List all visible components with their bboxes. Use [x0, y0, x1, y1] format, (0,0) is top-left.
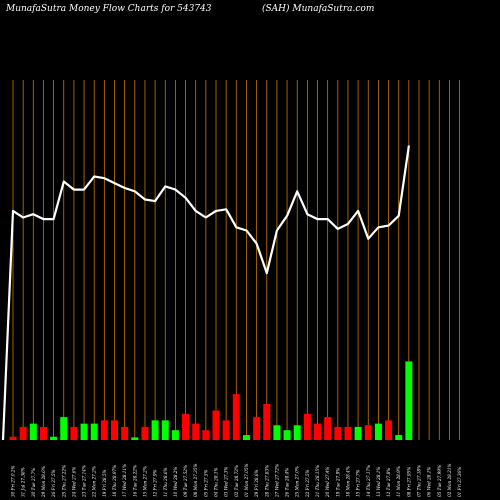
x-tick-label: 28 Thu 27.83%: [264, 465, 269, 498]
flow-bar: [9, 436, 17, 440]
x-tick-label: 18 Thu 28.97%: [112, 465, 117, 497]
flow-bar: [212, 410, 220, 440]
flow-bar: [202, 430, 210, 440]
x-tick-label: 17 Wed 28.11%: [122, 464, 127, 497]
x-tick-label: 29 Fri 28.6%: [254, 469, 259, 498]
x-tick-label: 16 Tue 28.22%: [132, 465, 137, 497]
chart-subtitle: (SAH) MunafaSutra.com: [262, 3, 374, 14]
x-tick-label: 05 Tue 27.99%: [437, 465, 442, 497]
flow-bar: [131, 437, 139, 440]
x-tick-label: 08 Fri 27.95%: [406, 467, 411, 497]
x-tick-label: 08 Mon 27.35%: [193, 464, 198, 497]
x-tick-label: 03 Wed 27.3%: [224, 467, 229, 497]
flow-bar: [263, 404, 271, 440]
flow-bar: [50, 436, 58, 440]
flow-bar: [29, 423, 37, 440]
x-tick-label: 01 Fri 27.36%: [457, 467, 462, 497]
money-flow-bars: [9, 361, 413, 440]
x-tick-label: 19 Fri 28.5%: [102, 469, 107, 497]
x-tick-label: 25 Thu 27.22%: [61, 465, 66, 498]
flow-bar: [100, 420, 108, 440]
x-tick-label: 12 Fri 27.9%: [153, 469, 158, 497]
x-tick-label: 12 Tue 27.8%: [386, 468, 391, 497]
x-tick-label: 19 Tue 27.9%: [335, 468, 340, 497]
flow-bar: [314, 423, 321, 440]
x-tick-labels: 30 Fri 27.0.2% 31 Jul 27.38% 30 Tue 27.7% 2…: [11, 464, 463, 498]
flow-bar: [90, 423, 98, 440]
x-tick-label: 23 Tue 27.14%: [82, 465, 87, 498]
x-tick-label: 29 Mon 28.6%: [41, 466, 46, 498]
x-tick-label: 15 Mon 27.2%: [142, 466, 147, 497]
x-tick-label: 26 Fri 27.5%: [51, 469, 56, 498]
flow-bar: [141, 426, 149, 440]
x-tick-label: 27 Wed 27.72%: [274, 464, 279, 498]
flow-bar: [364, 425, 372, 440]
flow-bar: [283, 430, 291, 440]
flow-bar: [80, 423, 88, 440]
flow-bar: [354, 426, 362, 440]
flow-bar: [19, 426, 27, 440]
x-tick-label: 01 Mon 27.05%: [244, 464, 249, 497]
flow-bar: [405, 361, 413, 440]
x-tick-label: 25 Mon 27.0%: [295, 466, 300, 498]
flow-bar: [182, 413, 190, 440]
flow-bar: [161, 420, 169, 440]
flow-bar: [171, 430, 179, 440]
x-tick-label: 05 Fri 27.5%: [203, 469, 208, 497]
x-tick-label: 22 Fri 27.5%: [305, 469, 310, 498]
x-tick-label: 02 Mon 28.21%: [447, 464, 452, 497]
flow-bar: [242, 435, 250, 440]
x-tick-label: 06 Wed 28.1%: [427, 467, 432, 497]
x-tick-label: 24 Wed 27.6%: [71, 467, 76, 498]
x-tick-label: 21 Thu 28.15%: [315, 465, 320, 498]
flow-bar: [222, 420, 230, 440]
flow-bar: [303, 413, 311, 440]
flow-bar: [374, 423, 382, 440]
x-tick-label: 31 Jul 27.38%: [21, 467, 26, 497]
flow-bar: [253, 417, 261, 440]
price-line: [1, 145, 410, 441]
flow-bar: [121, 426, 129, 440]
x-tick-label: 15 Fri 27.7%: [356, 469, 361, 497]
x-tick-label: 18 Mon 28.4%: [345, 466, 350, 497]
flow-bar: [60, 417, 68, 440]
flow-bar: [70, 426, 78, 440]
chart-title: MunafaSutra Money Flow Charts for 543743: [5, 4, 212, 14]
x-tick-label: 20 Wed 27.4%: [325, 467, 330, 498]
flow-bar: [232, 394, 240, 440]
flow-bar: [344, 426, 352, 440]
x-tick-label: 02 Tue 28.72%: [234, 465, 239, 497]
x-tick-label: 10 Wed 28.2%: [173, 467, 178, 497]
flow-bar: [324, 417, 332, 440]
vertical-gridlines: [12, 80, 461, 440]
x-tick-label: 30 Tue 27.7%: [31, 468, 36, 497]
x-tick-label: 09 Tue 27.52%: [183, 465, 188, 497]
x-tick-label: 04 Thu 28.1%: [214, 467, 219, 497]
flow-bar: [151, 420, 159, 440]
x-tick-label: 11 Thu 28.6%: [163, 467, 168, 497]
x-tick-label: 30 Fri 27.0.2%: [11, 465, 16, 497]
flow-bar: [293, 425, 301, 440]
x-tick-label: 14 Thu 27.17%: [366, 465, 371, 497]
flow-bar: [395, 435, 403, 440]
flow-bar: [385, 420, 393, 440]
flow-bar: [111, 420, 118, 440]
x-tick-label: 13 Wed 28.1%: [376, 467, 381, 497]
flow-bar: [192, 423, 200, 440]
x-tick-label: 22 Mon 27.2%: [92, 466, 97, 498]
x-tick-label: 11 Mon 28.9%: [396, 466, 401, 497]
flow-bar: [39, 426, 47, 440]
x-tick-label: 07 Thu 27.38%: [417, 465, 422, 497]
flow-bar: [334, 426, 342, 440]
flow-bar: [273, 425, 281, 440]
x-tick-label: 26 Tue 28.4%: [285, 468, 290, 498]
